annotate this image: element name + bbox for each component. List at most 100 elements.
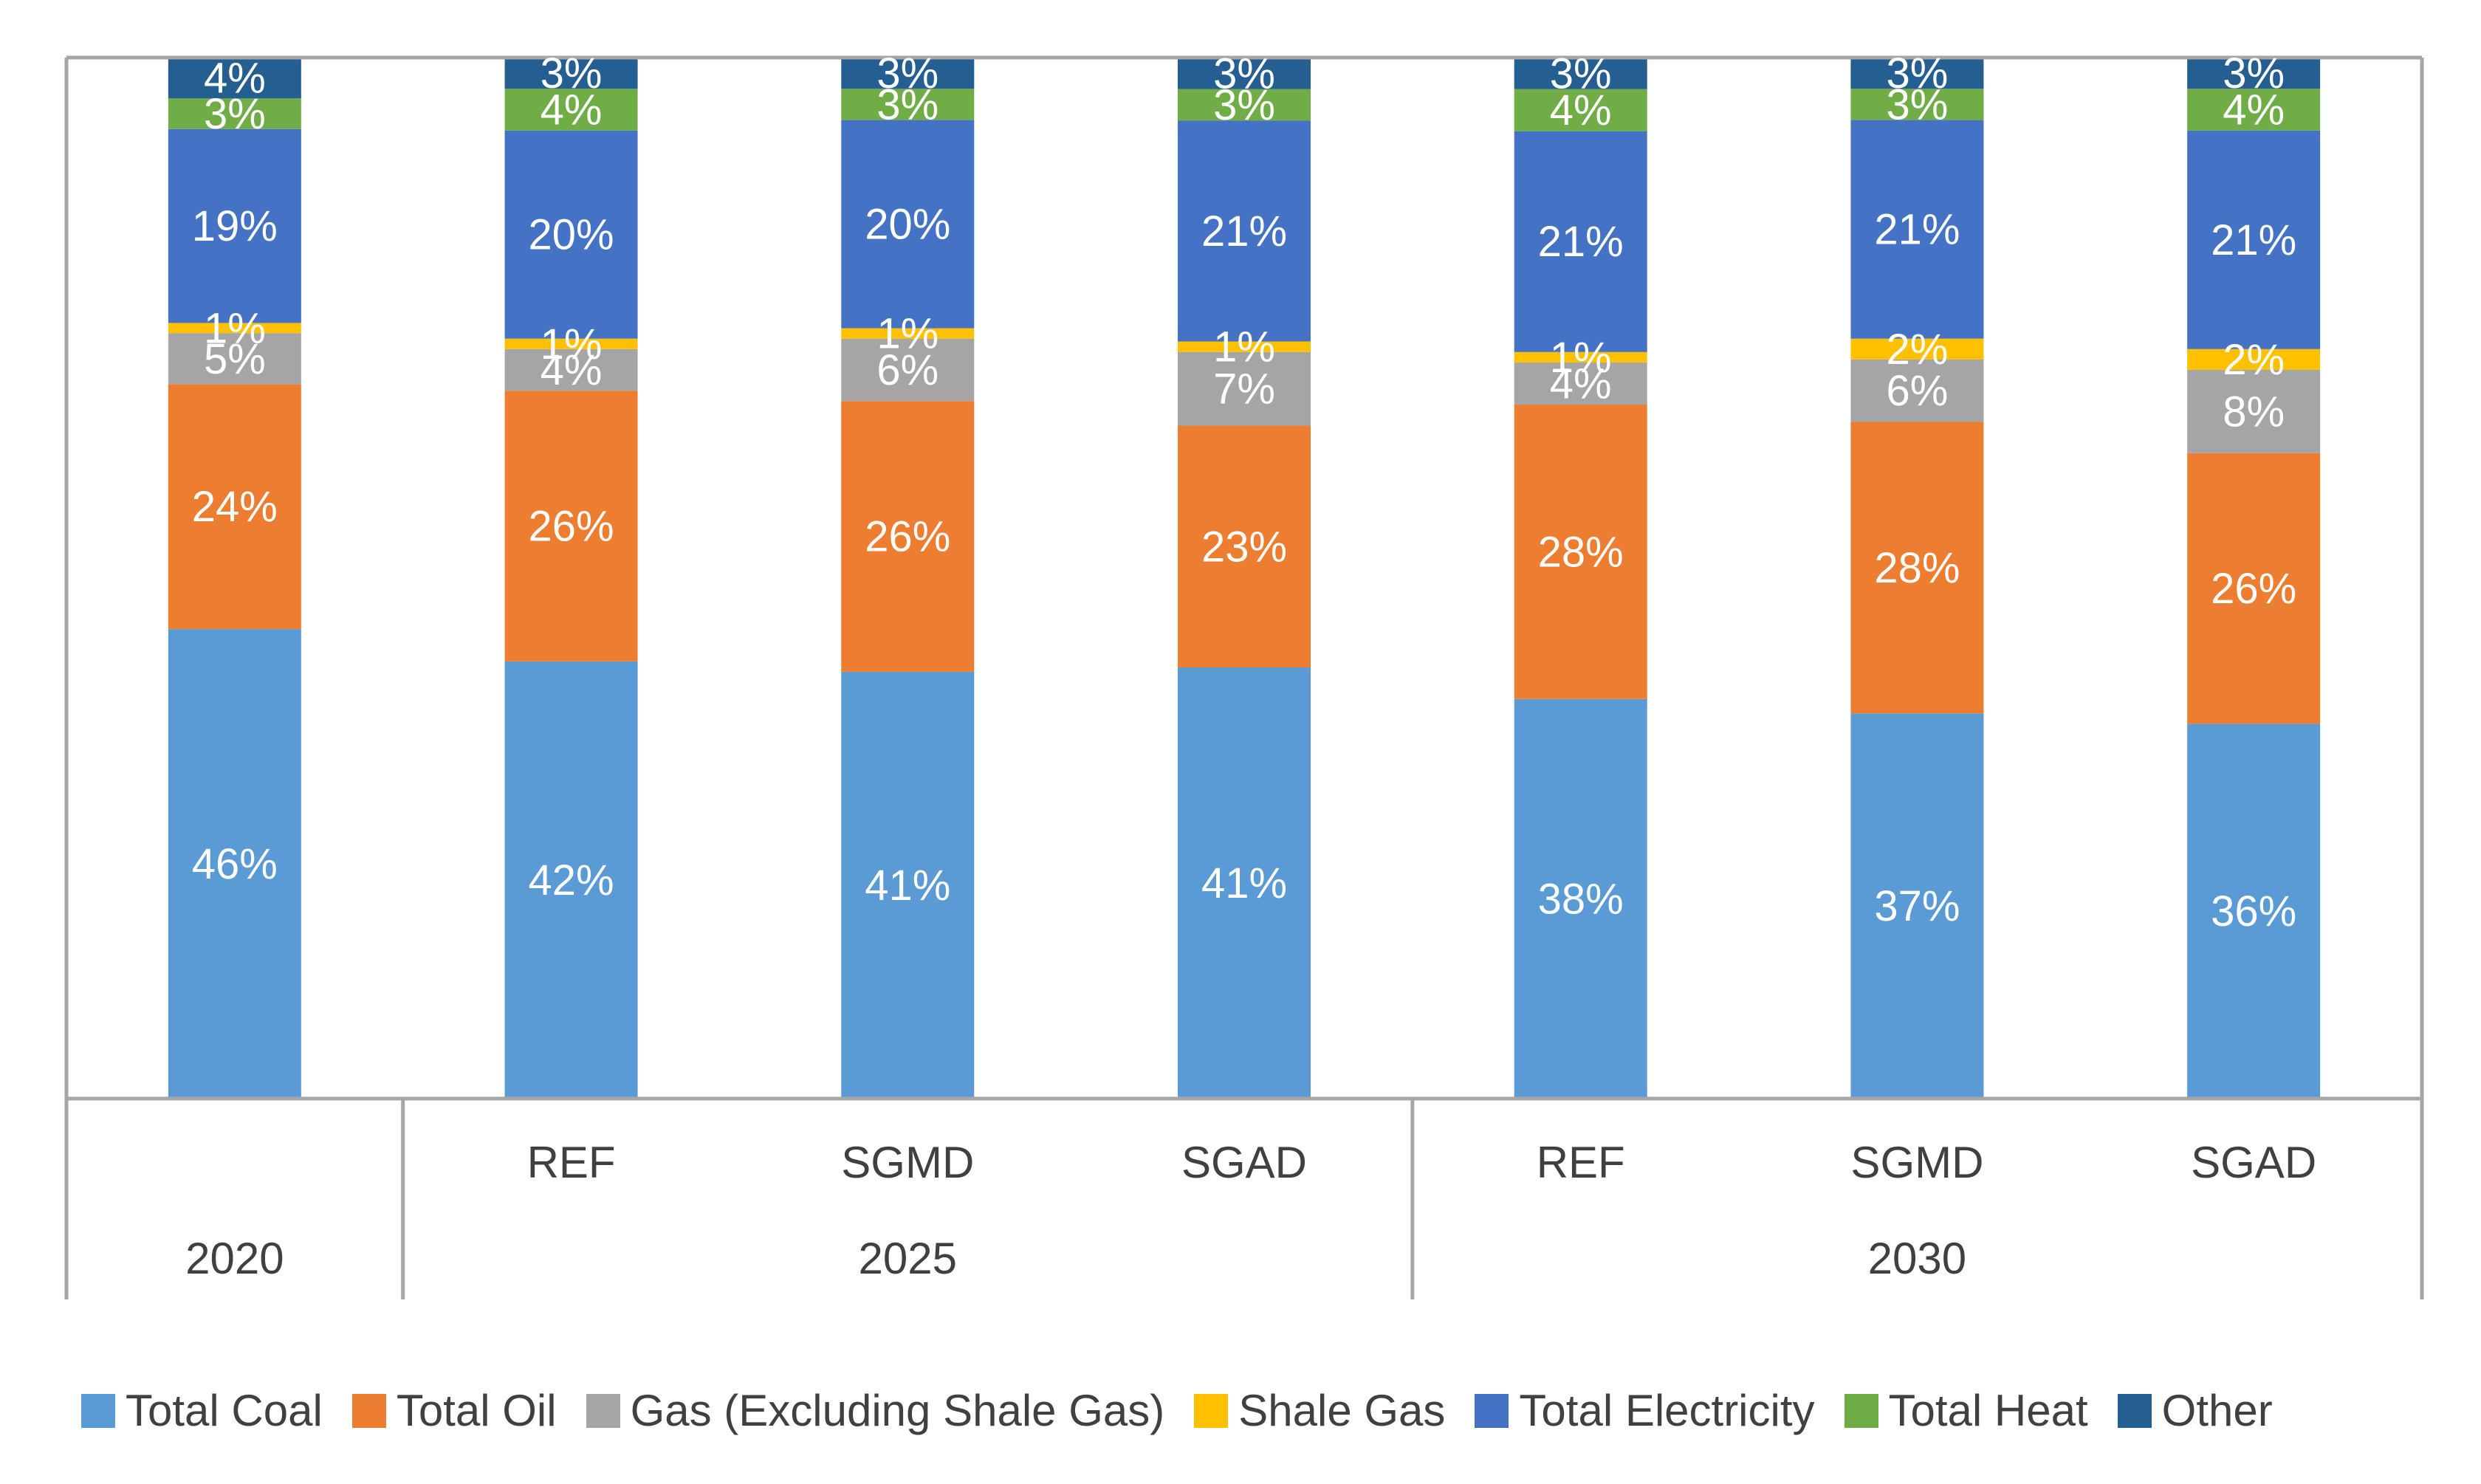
data-label-gas-excluding-shale-gas-7: 8% — [2223, 388, 2285, 436]
bar-segment-other-6 — [1850, 58, 1984, 89]
data-label-gas-excluding-shale-gas-4: 7% — [1213, 365, 1275, 413]
bar-segment-shale-gas-6 — [1850, 338, 1984, 360]
category-label-6: SGMD — [1850, 1138, 1983, 1187]
bar-segment-gas-excluding-shale-gas-4 — [1178, 351, 1311, 426]
legend-item-total-oil: Total Oil — [351, 1385, 557, 1436]
bar-segment-total-electricity-3 — [841, 120, 975, 329]
bar-segment-total-coal-4 — [1178, 667, 1311, 1099]
data-label-total-oil-7: 26% — [2211, 565, 2296, 613]
data-label-gas-excluding-shale-gas-3: 6% — [876, 346, 938, 394]
legend-label: Total Heat — [1888, 1386, 2088, 1435]
data-label-other-6: 3% — [1887, 49, 1949, 97]
legend-swatch — [1844, 1393, 1878, 1428]
bar-segment-other-4 — [1178, 58, 1311, 89]
data-label-total-electricity-7: 21% — [2211, 216, 2296, 264]
data-label-total-coal-6: 37% — [1874, 882, 1960, 930]
legend-label: Total Coal — [126, 1386, 323, 1435]
data-label-total-heat-3: 3% — [876, 80, 938, 128]
bar-segment-other-5 — [1514, 58, 1647, 89]
bar-segment-total-heat-3 — [841, 89, 975, 120]
bar-segment-total-heat-2 — [504, 89, 638, 131]
data-label-gas-excluding-shale-gas-5: 4% — [1550, 360, 1612, 408]
bar-segment-shale-gas-1 — [168, 323, 301, 334]
bar-segment-total-oil-7 — [2187, 453, 2321, 724]
bar-segment-total-heat-4 — [1178, 89, 1311, 121]
bar-segment-gas-excluding-shale-gas-1 — [168, 333, 301, 385]
data-label-total-heat-6: 3% — [1887, 80, 1949, 128]
bar-segment-total-electricity-2 — [504, 130, 638, 339]
legend-label: Total Electricity — [1519, 1386, 1815, 1435]
category-label-5: REF — [1537, 1138, 1625, 1187]
legend-swatch — [586, 1393, 620, 1428]
legend-label: Other — [2161, 1386, 2273, 1435]
bar-segment-shale-gas-4 — [1178, 341, 1311, 352]
data-label-total-oil-5: 28% — [1538, 528, 1624, 576]
category-label-2: REF — [527, 1138, 616, 1187]
data-label-shale-gas-5: 1% — [1550, 334, 1612, 382]
legend-label: Total Oil — [396, 1386, 557, 1435]
bar-segment-shale-gas-5 — [1514, 351, 1647, 363]
bar-segment-total-electricity-5 — [1514, 131, 1647, 352]
data-label-total-heat-4: 3% — [1213, 81, 1275, 129]
data-label-other-3: 3% — [876, 49, 938, 97]
data-label-shale-gas-3: 1% — [876, 310, 938, 358]
legend: Total Coal Total Oil Gas (Excluding Shale … — [81, 1385, 2273, 1436]
data-label-total-electricity-5: 21% — [1538, 218, 1624, 266]
bar-segment-total-coal-5 — [1514, 698, 1647, 1099]
data-label-total-coal-4: 41% — [1201, 859, 1287, 907]
bar-segment-gas-excluding-shale-gas-7 — [2187, 370, 2321, 453]
data-label-other-2: 3% — [541, 49, 603, 97]
legend-item-shale-gas: Shale Gas — [1194, 1385, 1445, 1436]
data-label-total-heat-5: 4% — [1550, 86, 1612, 134]
data-label-total-coal-7: 36% — [2211, 887, 2296, 935]
data-label-gas-excluding-shale-gas-6: 6% — [1887, 367, 1949, 415]
category-label-3: SGMD — [841, 1138, 974, 1187]
bar-segment-total-heat-5 — [1514, 89, 1647, 131]
data-label-total-electricity-4: 21% — [1201, 207, 1287, 255]
data-label-total-oil-6: 28% — [1874, 544, 1960, 592]
bar-segment-total-electricity-6 — [1850, 120, 1984, 339]
bar-segment-total-coal-7 — [2187, 724, 2321, 1099]
bar-segment-total-oil-2 — [504, 391, 638, 662]
category-label-7: SGAD — [2191, 1138, 2316, 1187]
chart-frame — [64, 55, 2424, 1299]
data-label-other-7: 3% — [2223, 49, 2285, 97]
data-label-total-coal-1: 46% — [192, 840, 278, 888]
legend-swatch — [351, 1393, 386, 1428]
legend-item-other: Other — [2117, 1385, 2273, 1436]
bar-segment-gas-excluding-shale-gas-2 — [504, 348, 638, 391]
data-label-total-coal-2: 42% — [529, 856, 614, 904]
data-labels-layer: 46%24%5%1%19%3%4%42%26%4%1%20%4%3%41%26%… — [192, 49, 2296, 935]
data-label-other-1: 4% — [204, 55, 266, 103]
data-label-other-4: 3% — [1213, 49, 1275, 97]
data-label-total-electricity-6: 21% — [1874, 206, 1960, 254]
data-label-shale-gas-6: 2% — [1887, 326, 1949, 374]
legend-label: Shale Gas — [1238, 1386, 1446, 1435]
bar-segment-total-heat-7 — [2187, 89, 2321, 131]
bar-segment-total-electricity-7 — [2187, 130, 2321, 349]
category-axis: REF SGMD SGAD REF SGMD SGAD 2020 2025 2030 — [185, 1138, 2316, 1283]
bar-segment-other-1 — [168, 58, 301, 99]
data-label-total-oil-3: 26% — [865, 513, 950, 561]
bar-segment-other-7 — [2187, 58, 2321, 89]
bar-segment-gas-excluding-shale-gas-6 — [1850, 359, 1984, 422]
bar-segment-other-2 — [504, 58, 638, 89]
bar-segment-total-heat-6 — [1850, 89, 1984, 120]
data-label-total-heat-7: 4% — [2223, 86, 2285, 134]
bar-segment-shale-gas-3 — [841, 328, 975, 339]
bar-segment-total-oil-6 — [1850, 422, 1984, 714]
bar-segment-total-coal-2 — [504, 661, 638, 1099]
data-label-total-oil-4: 23% — [1201, 523, 1287, 571]
data-label-total-electricity-3: 20% — [865, 201, 950, 249]
data-label-other-5: 3% — [1550, 49, 1612, 97]
bar-segment-total-heat-1 — [168, 98, 301, 129]
category-label-4: SGAD — [1181, 1138, 1307, 1187]
bar-segment-total-oil-4 — [1178, 425, 1311, 668]
bar-segment-total-oil-3 — [841, 401, 975, 672]
bar-segment-gas-excluding-shale-gas-5 — [1514, 363, 1647, 405]
legend-swatch — [1194, 1393, 1229, 1428]
bar-segment-total-oil-1 — [168, 384, 301, 630]
data-label-total-oil-2: 26% — [529, 503, 614, 551]
data-label-gas-excluding-shale-gas-1: 5% — [204, 335, 266, 383]
